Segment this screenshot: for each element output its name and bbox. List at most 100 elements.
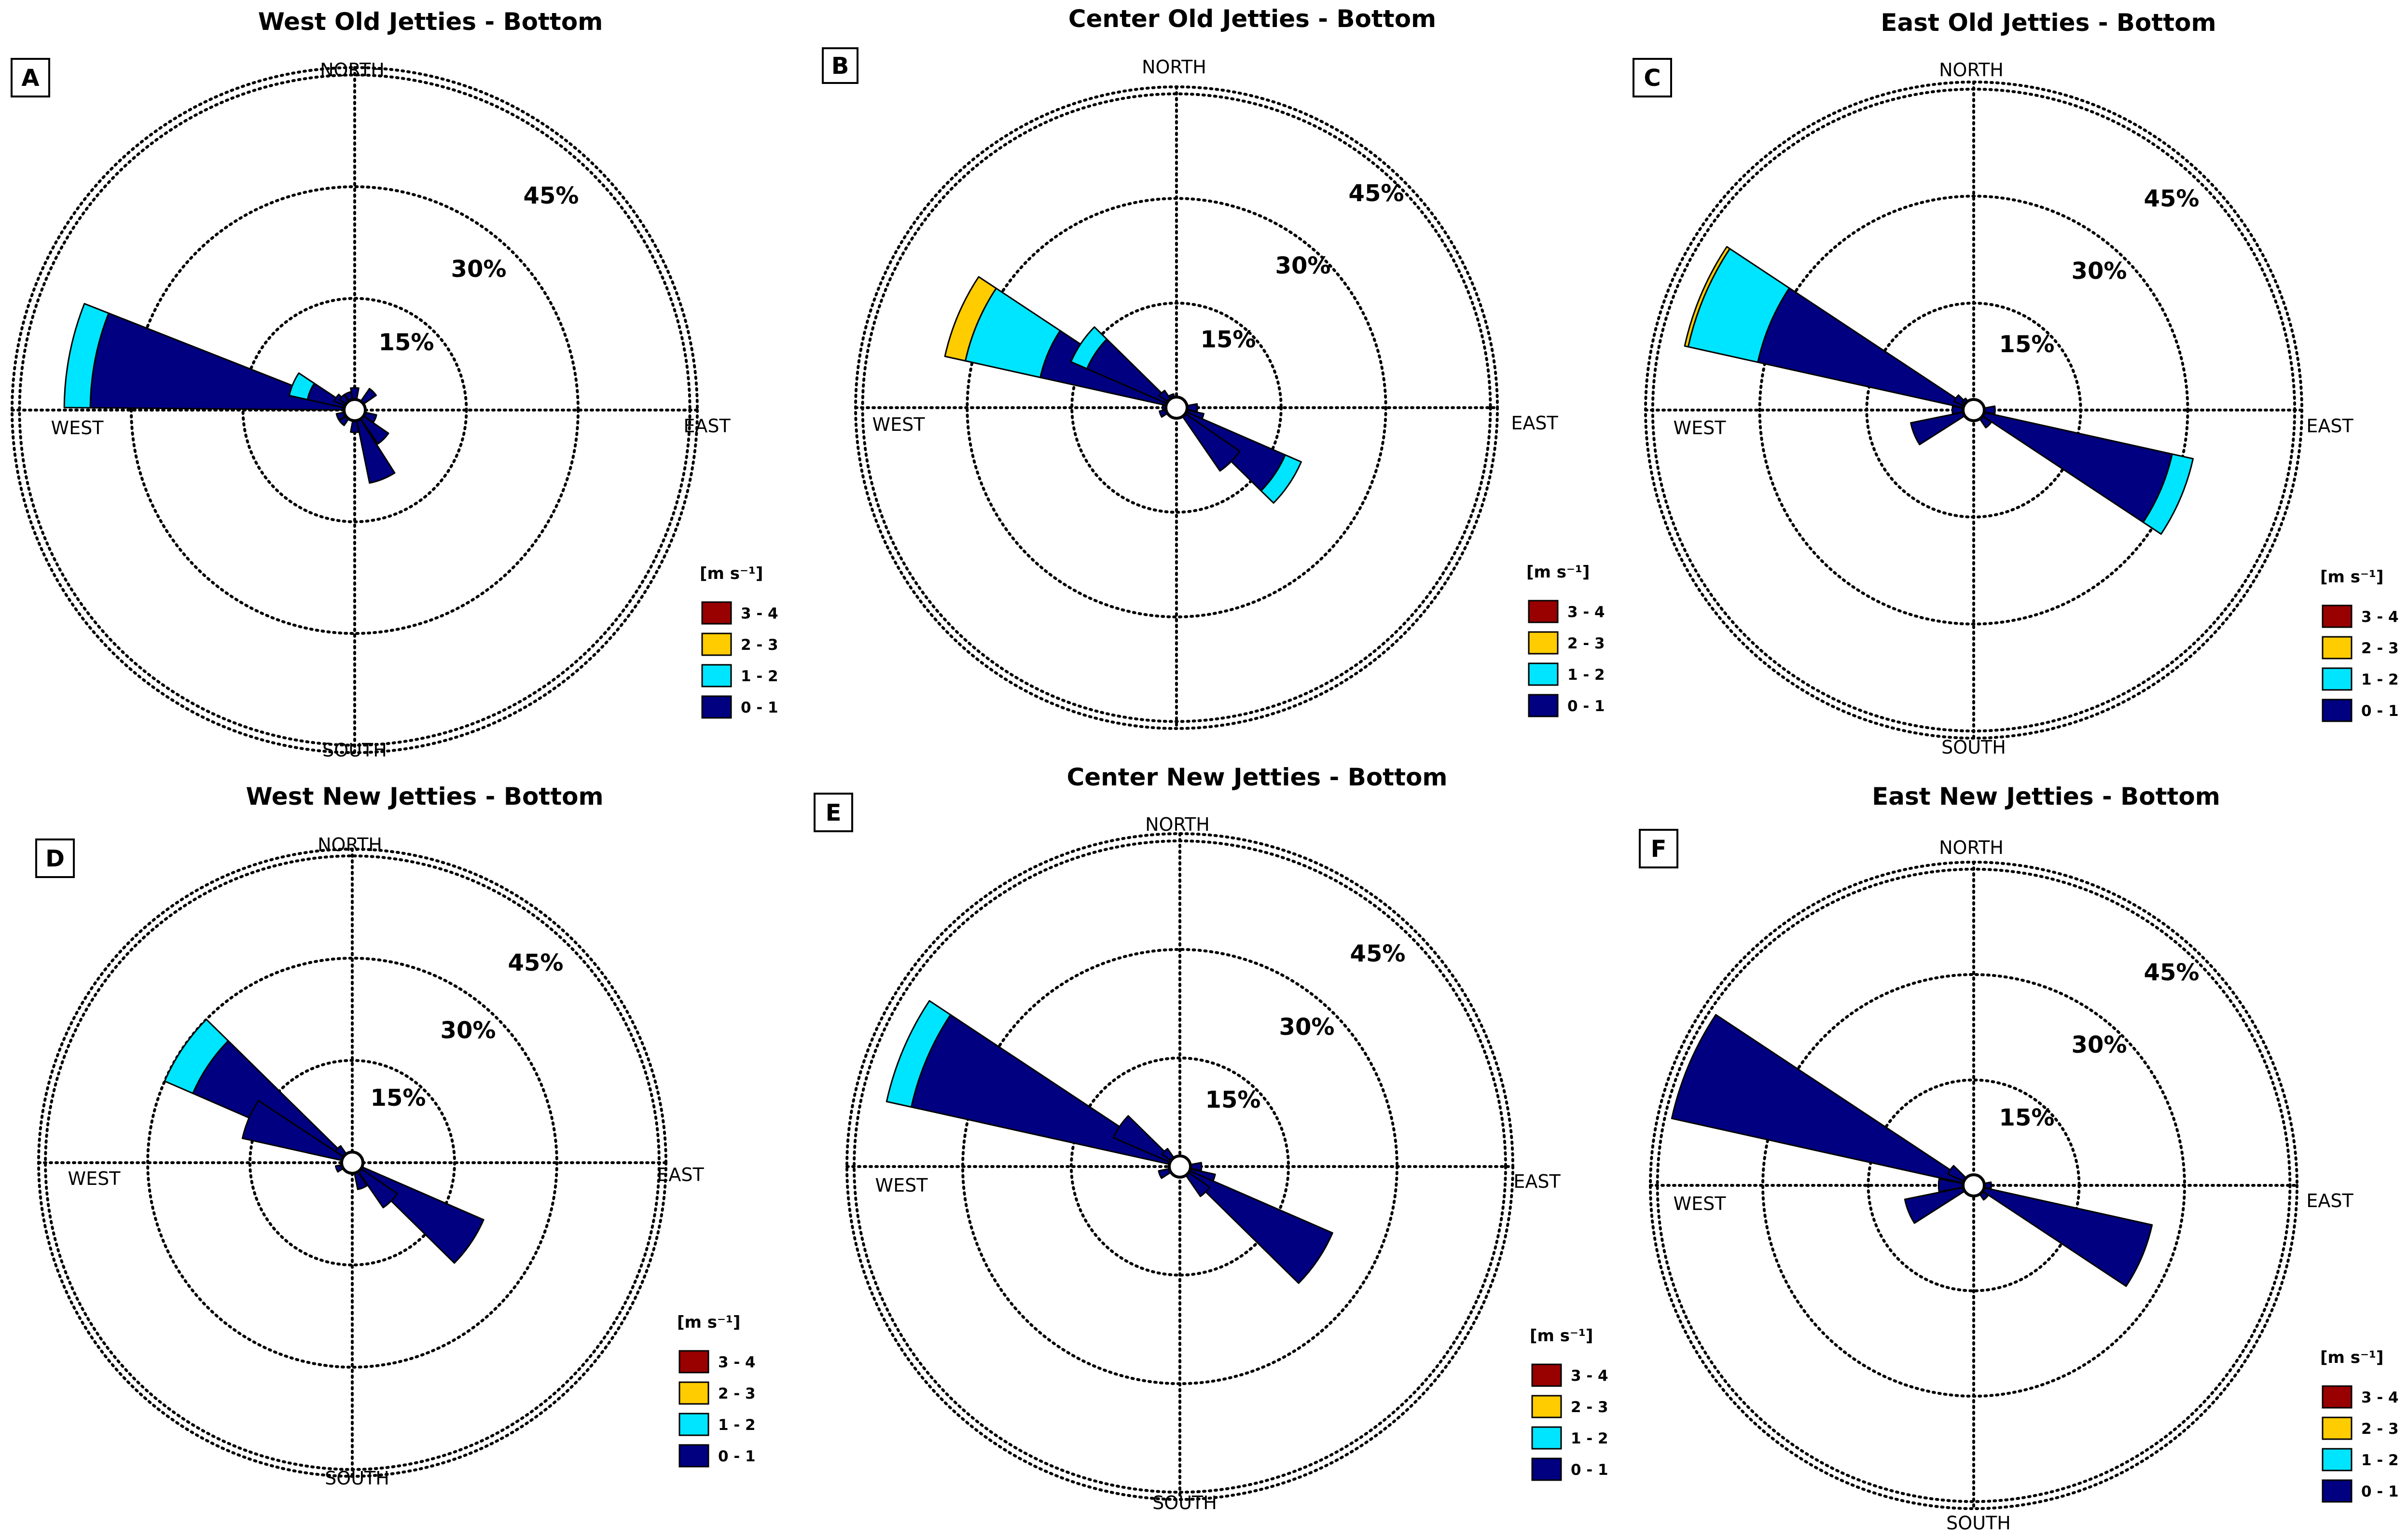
legend: [m s⁻¹] 3 - 4 2 - 3 1 - 2 0 - 1 (1526, 563, 1605, 717)
rose-bars (63, 302, 396, 484)
legend-label-1-2: 1 - 2 (718, 1416, 756, 1434)
center-marker (343, 398, 367, 422)
panel-label-box (11, 58, 50, 97)
label-east: EAST (683, 415, 731, 437)
legend-swatch-0-1 (701, 695, 732, 719)
panel-label: B (831, 53, 849, 80)
ring-label-45: 45% (508, 949, 564, 976)
legend-swatch-1-2 (1528, 662, 1559, 686)
center-marker (1962, 1173, 1986, 1197)
panel-label-box (1633, 58, 1672, 97)
legend-label-2-3: 2 - 3 (1571, 1399, 1608, 1416)
center-marker (1962, 398, 1986, 422)
legend-swatch-2-3 (701, 632, 732, 656)
ring-label-30: 30% (451, 256, 507, 283)
legend-label-2-3: 2 - 3 (741, 636, 778, 654)
legend: [m s⁻¹] 3 - 4 2 - 3 1 - 2 0 - 1 (1530, 1326, 1608, 1481)
legend: [m s⁻¹] 3 - 4 2 - 3 1 - 2 0 - 1 (2320, 1348, 2399, 1503)
rose-bar-113deg-0-1 (1973, 409, 2173, 523)
panel-label-box (35, 838, 75, 878)
panel-label: F (1651, 836, 1667, 863)
legend-label-0-1: 0 - 1 (1567, 698, 1605, 715)
legend-swatch-3-4 (1531, 1363, 1562, 1387)
rose-bar-124deg-0-1 (1179, 1166, 1333, 1284)
panel-e: Center New Jetties - Bottom E NORTH SOUT… (814, 763, 1608, 1513)
legend-label-2-3: 2 - 3 (2361, 1420, 2399, 1438)
ring-label-30: 30% (2072, 258, 2127, 285)
rose-bars (164, 1018, 484, 1264)
rose-bars (944, 276, 1302, 504)
legend-label-0-1: 0 - 1 (1571, 1461, 1608, 1479)
ring-label-15: 15% (1999, 331, 2055, 358)
legend-swatch-2-3 (2322, 636, 2353, 660)
panel-title: West New Jetties - Bottom (246, 783, 603, 811)
label-east: EAST (657, 1164, 704, 1185)
ring-label-30: 30% (1279, 1014, 1335, 1041)
center-marker (340, 1151, 364, 1175)
rose-bar-113deg-1-2 (2142, 453, 2194, 535)
rose-bar-293deg-1-2 (886, 1000, 952, 1108)
legend-title: [m s⁻¹] (1530, 1326, 1593, 1346)
rose-bar-124deg-1-2 (1260, 454, 1302, 504)
rose-bar-304deg-1-2 (164, 1018, 229, 1094)
ring-label-30: 30% (2072, 1031, 2127, 1058)
label-north: NORTH (318, 834, 382, 855)
panel-label-box (822, 47, 858, 84)
rose-bar-293deg-2-3 (944, 276, 997, 362)
legend-swatch-2-3 (1528, 631, 1559, 655)
legend: [m s⁻¹] 3 - 4 2 - 3 1 - 2 0 - 1 (2320, 567, 2399, 722)
legend-swatch-2-3 (678, 1381, 709, 1405)
legend-label-0-1: 0 - 1 (2361, 702, 2399, 720)
label-east: EAST (2306, 415, 2353, 437)
legend-swatch-2-3 (2322, 1416, 2353, 1440)
center-marker (1164, 396, 1189, 420)
legend-swatch-1-2 (2322, 1448, 2353, 1471)
legend-swatch-3-4 (2322, 1385, 2353, 1409)
legend-label-1-2: 1 - 2 (1567, 666, 1605, 684)
legend-label-2-3: 2 - 3 (1567, 635, 1605, 652)
label-west: WEST (872, 414, 926, 435)
label-south: SOUTH (325, 1468, 389, 1489)
legend-label-1-2: 1 - 2 (2361, 1452, 2399, 1469)
ring-label-30: 30% (1275, 252, 1331, 279)
rose-bar-293deg-0-1 (241, 1099, 353, 1164)
legend-label-0-1: 0 - 1 (718, 1448, 756, 1465)
ring-label-45: 45% (524, 182, 579, 209)
panel-title: Center New Jetties - Bottom (1067, 763, 1448, 791)
rose-bar-248deg-0-1 (1904, 1184, 1975, 1224)
rose-bar-135deg-0-1 (351, 1162, 398, 1209)
panel-label: D (45, 845, 65, 872)
legend-label-1-2: 1 - 2 (1571, 1430, 1608, 1447)
rose-bar-293deg-2-3 (1684, 246, 1731, 348)
ring-label-45: 45% (2144, 185, 2200, 212)
legend-swatch-0-1 (1528, 694, 1559, 717)
label-south: SOUTH (1152, 1492, 1217, 1513)
legend-title: [m s⁻¹] (2320, 567, 2383, 587)
legend-title: [m s⁻¹] (1526, 563, 1590, 582)
panel-d: West New Jetties - Bottom D NORTH SOUTH … (35, 783, 756, 1489)
grid-ring-30 (1758, 194, 2189, 626)
legend-label-2-3: 2 - 3 (2361, 640, 2399, 657)
legend-label-0-1: 0 - 1 (2361, 1483, 2399, 1500)
rose-bar-281deg-1-2 (63, 302, 110, 409)
ring-label-45: 45% (2144, 959, 2200, 986)
ring-label-15: 15% (1999, 1104, 2055, 1131)
ring-label-30: 30% (441, 1017, 496, 1044)
legend-label-2-3: 2 - 3 (718, 1385, 756, 1402)
ring-label-15: 15% (1201, 326, 1256, 353)
legend-label-3-4: 3 - 4 (1571, 1367, 1608, 1385)
legend-swatch-1-2 (678, 1413, 709, 1436)
legend-label-3-4: 3 - 4 (2361, 1389, 2399, 1406)
legend-label-1-2: 1 - 2 (2361, 671, 2399, 688)
panel-title: East Old Jetties - Bottom (1881, 9, 2216, 37)
rose-bars (886, 1000, 1333, 1284)
label-north: NORTH (320, 59, 385, 81)
legend-swatch-0-1 (2322, 1479, 2353, 1503)
center-marker (1168, 1154, 1192, 1179)
rose-bar-248deg-0-1 (1910, 409, 1975, 445)
label-west: WEST (1674, 417, 1727, 439)
legend-label-3-4: 3 - 4 (2361, 608, 2399, 626)
label-east: EAST (1511, 412, 1558, 434)
label-north: NORTH (1939, 837, 2004, 858)
